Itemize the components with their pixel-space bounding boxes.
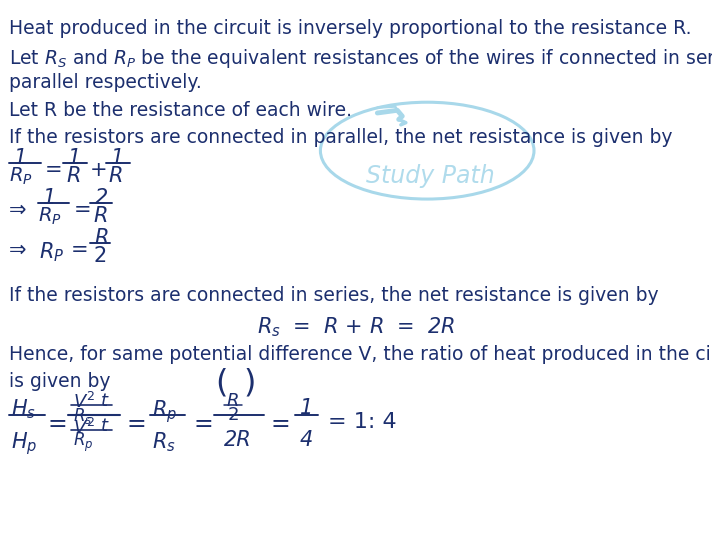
Text: =: =: [271, 413, 290, 436]
Text: $\mathit{H_p}$: $\mathit{H_p}$: [11, 430, 37, 457]
Text: ): ): [244, 367, 256, 399]
Text: $\mathit{t}$: $\mathit{t}$: [100, 417, 109, 435]
Text: (: (: [215, 367, 228, 399]
Text: =: =: [71, 240, 89, 260]
Text: 2R: 2R: [224, 430, 251, 450]
Text: 1: 1: [300, 398, 313, 418]
Text: 1: 1: [68, 148, 82, 168]
Text: $\mathit{R_p}$: $\mathit{R_p}$: [152, 398, 177, 425]
Text: parallel respectively.: parallel respectively.: [9, 73, 202, 92]
Text: $\mathit{R_s}$: $\mathit{R_s}$: [152, 430, 175, 454]
Text: =: =: [48, 413, 68, 436]
Text: Heat produced in the circuit is inversely proportional to the resistance R.: Heat produced in the circuit is inversel…: [9, 19, 692, 38]
Text: $\mathit{V}^2$: $\mathit{V}^2$: [73, 417, 95, 437]
Text: 2: 2: [93, 246, 107, 266]
Text: $\mathit{H_s}$: $\mathit{H_s}$: [11, 397, 36, 421]
Text: $\mathit{t}$: $\mathit{t}$: [100, 392, 109, 410]
Text: R: R: [109, 166, 123, 186]
Text: $\mathit{R_P}$: $\mathit{R_P}$: [39, 240, 65, 264]
Text: R: R: [93, 206, 108, 225]
Text: Hence, for same potential difference V, the ratio of heat produced in the circui: Hence, for same potential difference V, …: [9, 345, 712, 364]
Text: $\mathit{R_P}$: $\mathit{R_P}$: [9, 166, 33, 187]
Text: $\mathit{R_P}$: $\mathit{R_P}$: [38, 206, 61, 227]
Text: = 1: 4: = 1: 4: [328, 413, 396, 433]
Text: $\mathit{R_s}$  =  R + R  =  2R: $\mathit{R_s}$ = R + R = 2R: [257, 316, 455, 339]
Text: 2: 2: [227, 406, 239, 424]
Text: 1: 1: [14, 148, 28, 168]
Text: =: =: [45, 160, 63, 180]
Text: $\mathit{R_s}$: $\mathit{R_s}$: [73, 406, 93, 426]
Text: Let $\it{R_S}$ and $\it{R_P}$ be the equivalent resistances of the wires if conn: Let $\it{R_S}$ and $\it{R_P}$ be the equ…: [9, 47, 712, 70]
Text: If the resistors are connected in parallel, the net resistance is given by: If the resistors are connected in parall…: [9, 128, 673, 147]
Text: ⇒: ⇒: [9, 240, 27, 260]
Text: +: +: [90, 160, 108, 180]
Text: $\mathit{R_p}$: $\mathit{R_p}$: [73, 431, 94, 454]
Text: 1: 1: [111, 148, 125, 168]
Text: =: =: [194, 413, 214, 436]
Text: =: =: [73, 200, 91, 220]
Text: 2: 2: [95, 188, 108, 208]
Text: Let R be the resistance of each wire.: Let R be the resistance of each wire.: [9, 101, 352, 119]
Text: Study Path: Study Path: [367, 164, 495, 188]
Text: =: =: [127, 413, 147, 436]
Text: 4: 4: [300, 430, 313, 450]
Text: If the resistors are connected in series, the net resistance is given by: If the resistors are connected in series…: [9, 286, 659, 306]
Text: 1: 1: [43, 188, 56, 208]
Text: R: R: [226, 392, 239, 410]
Text: $\mathit{V}^2$: $\mathit{V}^2$: [73, 392, 95, 413]
Text: ⇒: ⇒: [9, 200, 27, 220]
Text: R: R: [95, 229, 109, 249]
Text: R: R: [66, 166, 80, 186]
Text: is given by: is given by: [9, 372, 111, 391]
